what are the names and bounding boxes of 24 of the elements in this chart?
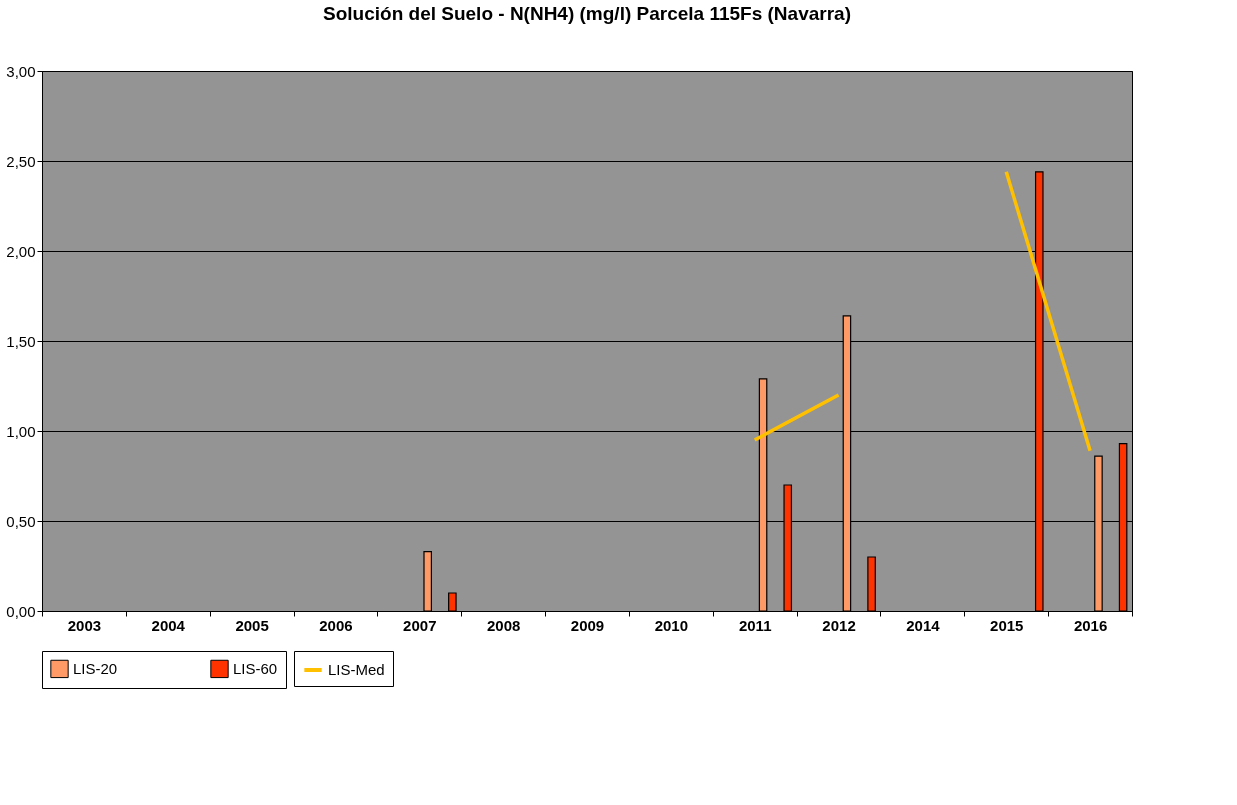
x-tick-label: 2006: [319, 616, 353, 634]
y-tick-label: 1,50: [6, 332, 36, 350]
x-tick-label: 2015: [990, 616, 1024, 634]
x-tick-label: 2011: [738, 616, 772, 634]
x-tick-label: 2008: [486, 616, 521, 634]
x-tick-label: 2004: [151, 616, 186, 634]
legend-label: LIS-20: [73, 659, 118, 677]
legend-label: LIS-Med: [328, 661, 385, 678]
y-tick-label: 0,00: [6, 602, 36, 620]
y-tick-label: 2,50: [6, 152, 36, 170]
legend-label: LIS-60: [233, 659, 278, 677]
y-tick-label: 0,50: [6, 512, 36, 530]
x-tick-label: 2009: [570, 616, 605, 634]
x-tick-label: 2012: [822, 616, 856, 634]
x-tick-label: 2007: [403, 616, 437, 634]
y-tick-label: 1,00: [6, 422, 36, 440]
chart-title: Solución del Suelo - N(NH4) (mg/l) Parcela 115Fs (Navarra): [323, 3, 851, 24]
x-tick-label: 2010: [654, 616, 689, 634]
y-tick-label: 2,00: [6, 242, 36, 260]
x-tick-label: 2005: [235, 616, 269, 634]
x-tick-label: 2003: [67, 616, 102, 634]
y-tick-label: 3,00: [6, 62, 36, 80]
x-tick-label: 2014: [906, 616, 941, 634]
x-tick-label: 2016: [1073, 616, 1108, 634]
